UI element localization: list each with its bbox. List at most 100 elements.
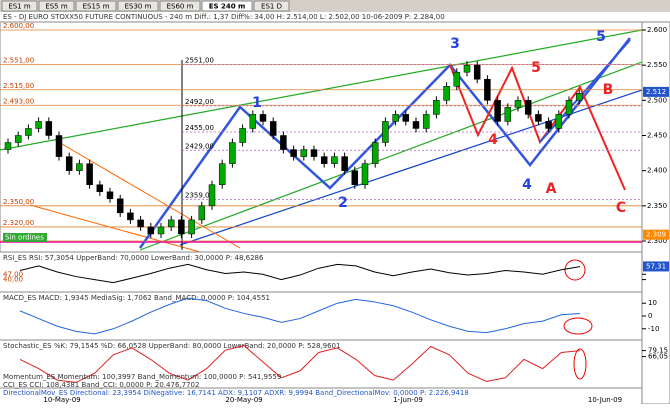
candle bbox=[422, 114, 430, 129]
tab-label[interactable]: ES30 m bbox=[125, 3, 152, 11]
indicator-title: Stochastic_ES %K: 79,1545 %D: 66,0528 Up… bbox=[3, 342, 340, 350]
indicator-title: MACD_ES MACD: 1,9345 MediaSig: 1,7062 Ba… bbox=[3, 294, 270, 302]
inner-level-label: 2359,00 bbox=[185, 192, 214, 200]
header-bar bbox=[0, 12, 670, 22]
inner-level-label: 2551,00 bbox=[185, 56, 214, 64]
y-tick-label: 2.600 bbox=[647, 26, 667, 34]
candle bbox=[269, 121, 277, 136]
candle bbox=[473, 64, 481, 80]
highlight bbox=[563, 317, 593, 335]
tab-label[interactable]: ES1 D bbox=[261, 3, 282, 11]
level-label: 2.320,00 bbox=[3, 219, 34, 227]
candle bbox=[565, 100, 573, 115]
indicator-tick-label: 47,00 bbox=[3, 270, 23, 278]
candle bbox=[106, 191, 114, 200]
y-tick-label: 2.550 bbox=[647, 61, 667, 69]
wave-label: 4 bbox=[522, 177, 532, 193]
candle bbox=[249, 114, 257, 129]
level-label: 2.493,00 bbox=[3, 97, 34, 105]
candle bbox=[229, 142, 236, 164]
level-label: 2.350,00 bbox=[3, 198, 34, 206]
y-tick-label: 2.450 bbox=[647, 132, 667, 140]
candle bbox=[96, 184, 104, 193]
candle bbox=[127, 212, 134, 221]
date-label: 10-Jun-09 bbox=[588, 396, 622, 404]
wave-label: C bbox=[616, 200, 626, 216]
candle bbox=[412, 121, 420, 129]
candle bbox=[218, 163, 226, 185]
candle bbox=[25, 128, 32, 136]
candle bbox=[239, 128, 246, 143]
trend-blue bbox=[179, 89, 643, 246]
candle bbox=[555, 114, 563, 129]
wave-label: 3 bbox=[450, 36, 460, 52]
candle bbox=[198, 205, 206, 221]
tab-label[interactable]: ES 240 m bbox=[209, 3, 246, 11]
candle bbox=[443, 86, 450, 101]
candle bbox=[310, 149, 318, 157]
tab-label[interactable]: ES60 m bbox=[167, 3, 194, 11]
inner-level-label: 2455,00 bbox=[185, 124, 214, 132]
y-tick-label: 2.500 bbox=[647, 96, 667, 104]
candle bbox=[86, 163, 93, 185]
tab[interactable] bbox=[75, 0, 117, 12]
order-label: Sin ordines bbox=[5, 234, 44, 242]
candle bbox=[341, 156, 348, 171]
indicator-line bbox=[19, 297, 581, 335]
candle bbox=[4, 142, 12, 150]
indicator-line bbox=[19, 263, 581, 284]
date-label: 1-Jun-09 bbox=[393, 396, 423, 404]
wave-projection bbox=[539, 39, 631, 143]
candle bbox=[137, 219, 144, 228]
candle bbox=[14, 135, 22, 143]
wave-label: 4 bbox=[488, 132, 498, 148]
wave-label: A bbox=[546, 181, 557, 197]
tab[interactable] bbox=[201, 0, 253, 12]
candle bbox=[208, 184, 216, 207]
trend-orange bbox=[29, 204, 201, 253]
candle bbox=[290, 149, 297, 157]
tab[interactable] bbox=[1, 0, 38, 12]
wave-label: 5 bbox=[531, 60, 541, 76]
candle bbox=[280, 135, 287, 150]
price-badge bbox=[643, 86, 669, 97]
tab[interactable] bbox=[159, 0, 201, 12]
main-layer: 2.600,00 2.551,00 2.515,00 2.493,00 2.350,00… bbox=[0, 22, 642, 242]
tab-label[interactable]: ES1 m bbox=[8, 3, 31, 11]
candle bbox=[402, 114, 410, 122]
indicator-badge-label: 57,31 bbox=[646, 262, 666, 270]
candle bbox=[361, 163, 369, 185]
candle bbox=[55, 135, 63, 157]
tab-label[interactable]: ES15 m bbox=[83, 3, 110, 11]
y-tick-label: 2.300 bbox=[647, 237, 667, 245]
candle bbox=[504, 107, 512, 122]
candle bbox=[35, 121, 42, 129]
price-badge-label: 2.512 bbox=[646, 88, 666, 96]
candle bbox=[453, 71, 461, 87]
indicator-extra: CCI_ES CCI: 108,4381 Band_CCI: 0,0000 P:… bbox=[3, 381, 199, 389]
indicator-extra: Momentum_ES Momentum: 100,3997 Band_Mome… bbox=[3, 373, 281, 381]
candle bbox=[433, 100, 440, 115]
candle bbox=[167, 219, 175, 228]
candle bbox=[45, 121, 53, 136]
tab[interactable] bbox=[253, 0, 290, 12]
candle bbox=[392, 114, 399, 122]
candle bbox=[147, 226, 155, 235]
tab[interactable] bbox=[117, 0, 159, 12]
indicator-tick-label: -10 bbox=[648, 325, 659, 333]
candle bbox=[188, 219, 195, 235]
level-label: 2.551,00 bbox=[3, 56, 34, 64]
elliott-waves bbox=[138, 37, 631, 249]
tab-label[interactable]: ES5 m bbox=[45, 3, 68, 11]
trend-orange bbox=[54, 139, 241, 249]
wave-label: 2 bbox=[338, 195, 348, 211]
wave-label: 5 bbox=[596, 29, 606, 45]
candle bbox=[524, 100, 532, 115]
tab[interactable] bbox=[38, 0, 75, 12]
inner-level-label: 2492,00 bbox=[185, 98, 214, 106]
level-label: 2.515,00 bbox=[3, 82, 34, 90]
indicator-badge bbox=[643, 261, 669, 272]
candle bbox=[65, 156, 73, 171]
